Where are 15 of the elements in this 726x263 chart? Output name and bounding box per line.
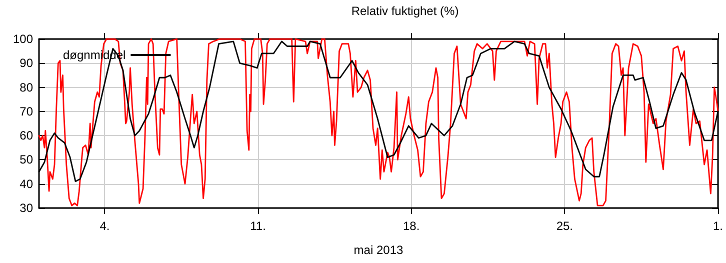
x-tick-label: 25. (556, 219, 574, 233)
y-tick-label: 30 (20, 201, 34, 215)
y-tick-label: 70 (20, 104, 34, 118)
y-tick-label: 90 (20, 56, 34, 70)
x-tick-label: 11. (250, 219, 266, 233)
x-tick-label: 1. (712, 219, 724, 233)
x-tick-label: 18. (403, 219, 420, 233)
y-tick-label: 80 (20, 80, 34, 94)
y-tick-label: 40 (20, 176, 34, 191)
chart-title: Relativ fuktighet (%) (351, 4, 459, 18)
x-tick-label: 4. (100, 219, 110, 233)
y-tick-label: 100 (12, 32, 34, 46)
y-tick-label: 50 (20, 152, 34, 167)
y-tick-label: 60 (20, 128, 34, 143)
x-axis-title: mai 2013 (354, 243, 404, 257)
